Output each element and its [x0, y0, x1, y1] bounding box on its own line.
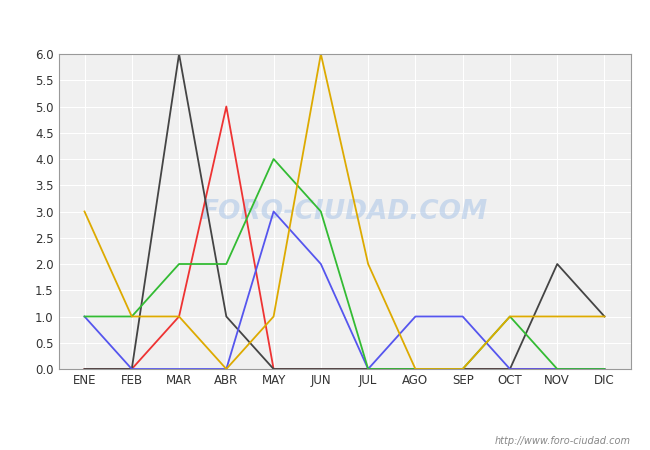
Text: http://www.foro-ciudad.com: http://www.foro-ciudad.com — [495, 436, 630, 446]
Text: FORO-CIUDAD.COM: FORO-CIUDAD.COM — [201, 198, 488, 225]
Text: Matriculaciones de Vehiculos en Peñaflor de Hornija: Matriculaciones de Vehiculos en Peñaflor… — [99, 14, 551, 33]
